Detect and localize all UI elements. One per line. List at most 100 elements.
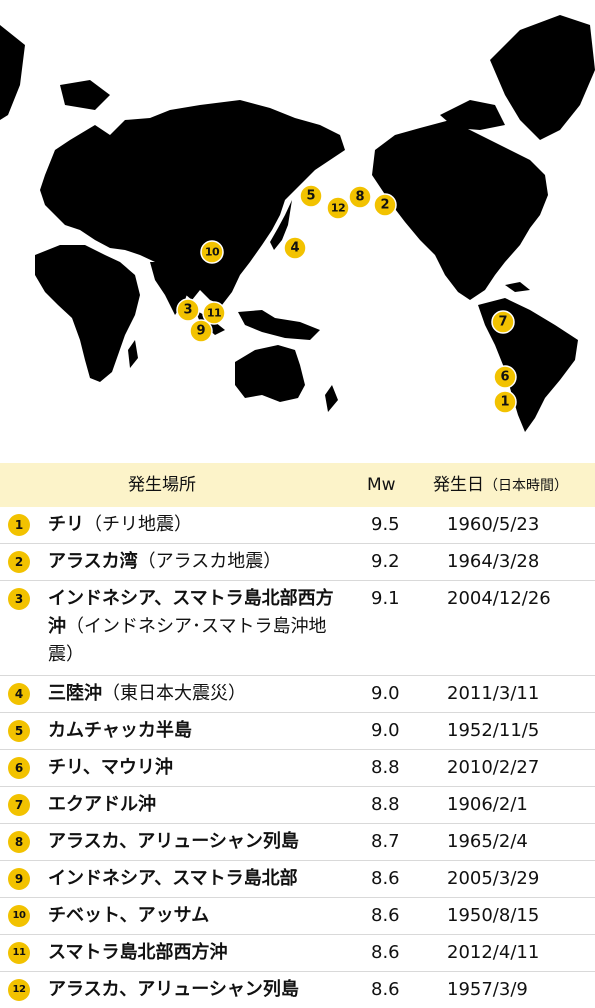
earthquake-table: 発生場所 Mw 発生日（日本時間） 1 チリ（チリ地震） 9.5 1960/5/… (0, 463, 595, 1008)
row-mw: 9.0 (371, 720, 400, 741)
marker-9[interactable]: 9 (189, 319, 213, 343)
row-number-badge: 3 (8, 588, 30, 610)
marker-1[interactable]: 1 (493, 390, 517, 414)
landmass-arctic-canada (440, 100, 505, 130)
svg-text:11: 11 (207, 307, 221, 320)
row-place-name: スマトラ島北部西方沖 (48, 942, 228, 963)
table-row: 10 チベット、アッサム 8.6 1950/8/15 (0, 898, 595, 935)
svg-text:12: 12 (331, 202, 345, 215)
landmass-africa (35, 245, 140, 382)
row-number-badge: 5 (8, 720, 30, 742)
row-place: チリ、マウリ沖 (48, 754, 348, 782)
row-place: アラスカ湾（アラスカ地震） (48, 548, 348, 576)
row-place-name: チベット、アッサム (48, 905, 210, 926)
table-header: 発生場所 Mw 発生日（日本時間） (0, 463, 595, 507)
table-row: 8 アラスカ、アリューシャン列島 8.7 1965/2/4 (0, 824, 595, 861)
row-place: アラスカ、アリューシャン列島 (48, 828, 348, 856)
row-place: インドネシア、スマトラ島北部 (48, 865, 348, 893)
marker-3[interactable]: 3 (176, 298, 200, 322)
header-date-label: 発生日 (433, 475, 484, 495)
svg-text:7: 7 (498, 315, 507, 330)
svg-text:9: 9 (196, 324, 205, 339)
landmass-caribbean (505, 282, 530, 292)
row-place-name: インドネシア、スマトラ島北部西方沖 (48, 588, 334, 637)
row-date: 1965/2/4 (447, 831, 528, 852)
row-place: スマトラ島北部西方沖 (48, 939, 348, 967)
table-row: 11 スマトラ島北部西方沖 8.6 2012/4/11 (0, 935, 595, 972)
marker-6[interactable]: 6 (493, 365, 517, 389)
row-date: 2012/4/11 (447, 942, 540, 963)
svg-text:5: 5 (306, 189, 315, 204)
marker-5[interactable]: 5 (299, 184, 323, 208)
table-row: 6 チリ、マウリ沖 8.8 2010/2/27 (0, 750, 595, 787)
row-date: 1957/3/9 (447, 979, 528, 1000)
row-place-name: カムチャッカ半島 (48, 720, 192, 741)
row-mw: 8.8 (371, 794, 400, 815)
row-place-name: アラスカ湾 (48, 551, 138, 572)
row-place-name: エクアドル沖 (48, 794, 156, 815)
landmass-greenland (490, 15, 595, 140)
row-number-badge: 2 (8, 551, 30, 573)
row-number-badge: 6 (8, 757, 30, 779)
table-row: 1 チリ（チリ地震） 9.5 1960/5/23 (0, 507, 595, 544)
row-mw: 9.5 (371, 514, 400, 535)
svg-text:2: 2 (380, 198, 389, 213)
landmass-australia (235, 345, 305, 402)
world-map: 1 2 3 4 5 6 7 8 9 10 11 (0, 15, 595, 432)
row-place: カムチャッカ半島 (48, 717, 348, 745)
row-place: インドネシア、スマトラ島北部西方沖（インドネシア･スマトラ島沖地震） (48, 585, 338, 669)
marker-7[interactable]: 7 (491, 310, 515, 334)
row-number-badge: 12 (8, 979, 30, 1001)
table-row: 5 カムチャッカ半島 9.0 1952/11/5 (0, 713, 595, 750)
table-row: 9 インドネシア、スマトラ島北部 8.6 2005/3/29 (0, 861, 595, 898)
marker-8[interactable]: 8 (348, 185, 372, 209)
landmass-top-left (0, 25, 25, 120)
svg-text:8: 8 (355, 190, 364, 205)
header-date: 発生日（日本時間） (433, 463, 568, 508)
marker-11[interactable]: 11 (202, 301, 226, 325)
land (0, 15, 595, 432)
row-mw: 8.6 (371, 905, 400, 926)
svg-text:1: 1 (500, 395, 509, 410)
svg-text:4: 4 (290, 241, 299, 256)
svg-text:10: 10 (205, 246, 220, 259)
row-number-badge: 7 (8, 794, 30, 816)
table-row: 3 インドネシア、スマトラ島北部西方沖（インドネシア･スマトラ島沖地震） 9.1… (0, 581, 595, 676)
row-place: チベット、アッサム (48, 902, 348, 930)
row-place-name: インドネシア、スマトラ島北部 (48, 868, 298, 889)
row-number-badge: 10 (8, 905, 30, 927)
row-mw: 8.6 (371, 979, 400, 1000)
row-place: エクアドル沖 (48, 791, 348, 819)
landmass-north-america (372, 120, 548, 300)
svg-text:3: 3 (183, 303, 192, 318)
table-row: 2 アラスカ湾（アラスカ地震） 9.2 1964/3/28 (0, 544, 595, 581)
landmass-new-zealand (325, 385, 338, 412)
row-place-name: チリ (48, 514, 84, 535)
row-date: 1960/5/23 (447, 514, 540, 535)
row-date: 2010/2/27 (447, 757, 540, 778)
row-place-name: チリ、マウリ沖 (48, 757, 173, 778)
row-place-note: （インドネシア･スマトラ島沖地震） (48, 616, 327, 665)
marker-10[interactable]: 10 (200, 240, 224, 264)
row-place-note: （アラスカ地震） (137, 551, 282, 572)
landmass-arctic-islands-left (60, 80, 110, 110)
row-date: 1964/3/28 (447, 551, 540, 572)
row-place-note: （東日本大震災） (102, 683, 246, 704)
row-place-note: （チリ地震） (84, 514, 192, 535)
row-number-badge: 9 (8, 868, 30, 890)
marker-4[interactable]: 4 (283, 236, 307, 260)
marker-2[interactable]: 2 (373, 193, 397, 217)
row-mw: 8.6 (371, 868, 400, 889)
row-place-name: アラスカ、アリューシャン列島 (48, 979, 299, 1000)
table-row: 12 アラスカ、アリューシャン列島 8.6 1957/3/9 (0, 972, 595, 1008)
landmass-japan (270, 200, 292, 250)
header-place: 発生場所 (128, 475, 196, 495)
row-date: 2005/3/29 (447, 868, 540, 889)
landmass-eurasia (40, 100, 345, 305)
row-mw: 8.8 (371, 757, 400, 778)
earthquake-markers: 1 2 3 4 5 6 7 8 9 10 11 (176, 184, 517, 414)
row-place: アラスカ、アリューシャン列島 (48, 976, 348, 1004)
marker-12[interactable]: 12 (326, 196, 350, 220)
table-row: 4 三陸沖（東日本大震災） 9.0 2011/3/11 (0, 676, 595, 713)
row-date: 2004/12/26 (447, 588, 551, 609)
